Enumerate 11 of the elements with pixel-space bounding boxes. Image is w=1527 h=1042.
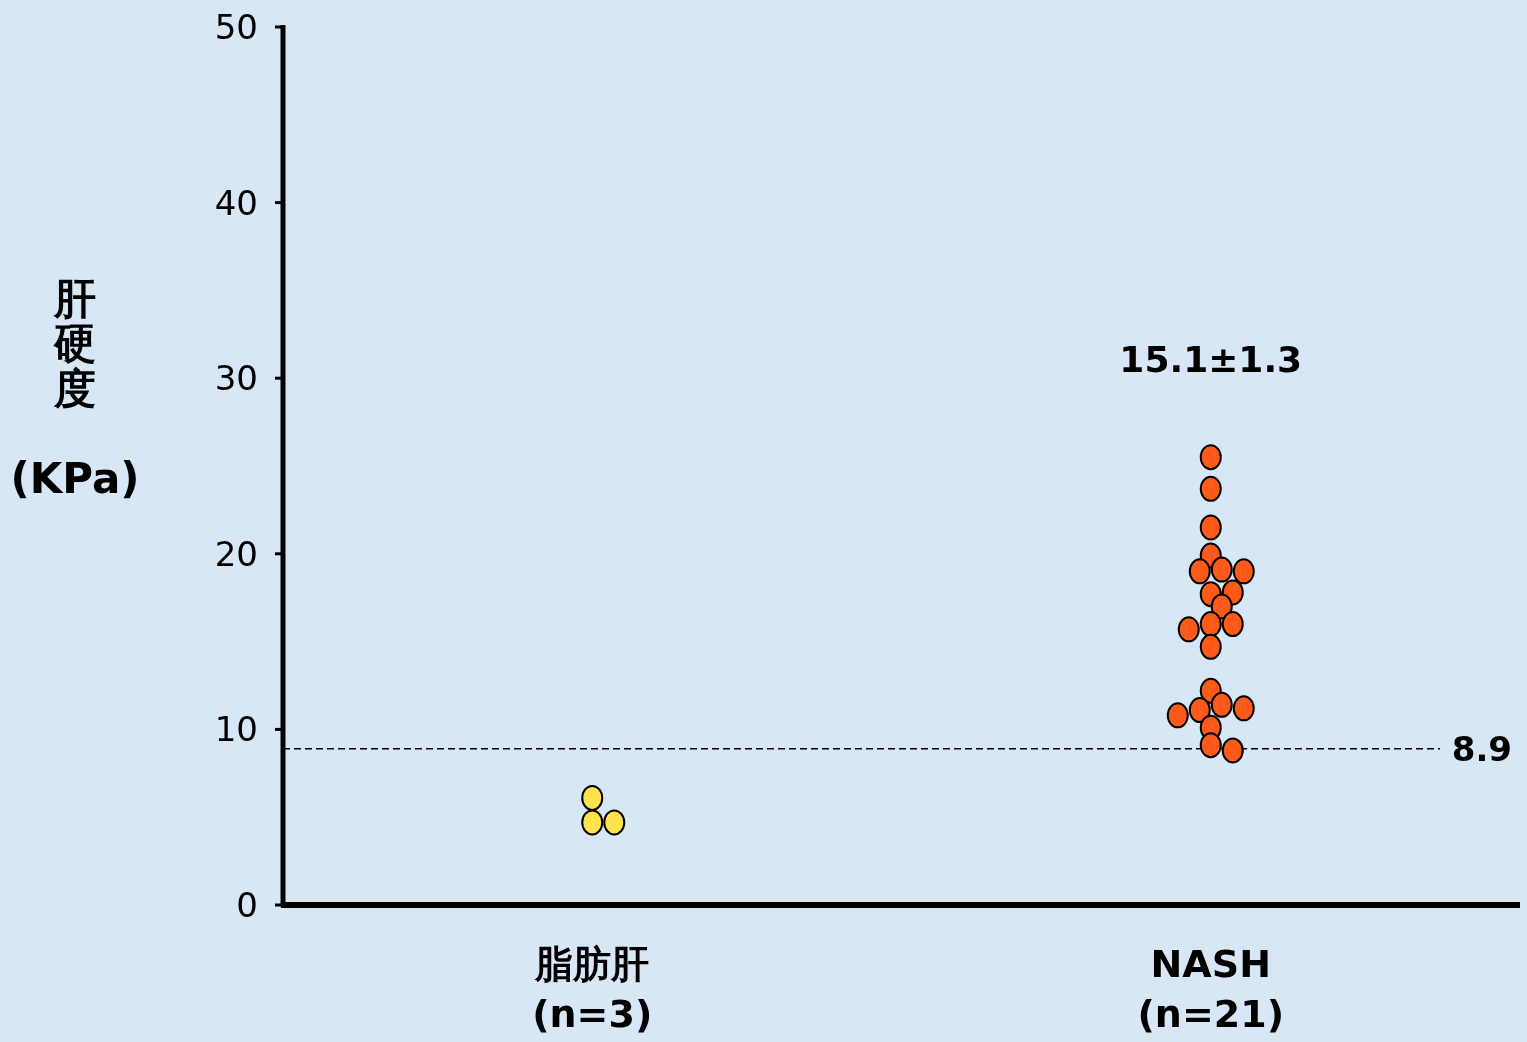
y-tick-label: 0 — [236, 885, 258, 925]
y-tick-label: 30 — [214, 358, 258, 399]
y-axis-title: 肝硬度 (KPa) — [10, 274, 140, 503]
x-tick-label: NASH (n=21) — [1137, 942, 1285, 1036]
y-tick-label: 50 — [214, 7, 258, 47]
x-tick-label: 脂肪肝 (n=3) — [532, 942, 653, 1036]
y-tick-label: 10 — [214, 709, 258, 750]
annotation: 15.1±1.3 — [1119, 339, 1303, 381]
ref-line-label: 8.9 — [1451, 728, 1512, 769]
y-tick-label: 40 — [214, 182, 258, 223]
y-tick-label: 20 — [214, 533, 258, 574]
